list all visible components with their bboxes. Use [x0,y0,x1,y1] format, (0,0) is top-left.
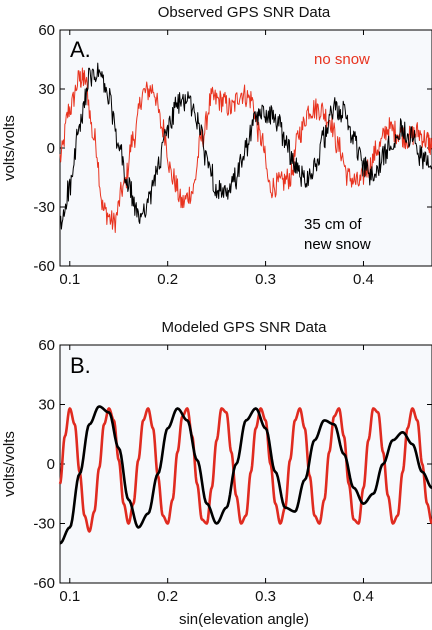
panel-b-title: Modeled GPS SNR Data [161,319,327,336]
panel-a-label: A. [70,37,91,62]
y-tick-label: -30 [33,516,55,533]
annotation-snow-line2: new snow [304,236,371,253]
x-tick-label: 0.1 [59,588,80,605]
series-line-red [58,407,432,533]
y-tick-label: 0 [47,456,55,473]
x-tick-label: 0.3 [255,271,276,288]
series-line-black [59,405,432,545]
panel-observed: Observed GPS SNR Data volts/volts 60 30 0 -… [1,4,432,288]
y-tick-label: 60 [38,22,55,39]
y-tick-label: 60 [38,337,55,354]
panel-b-yticks: 60 30 0 -30 -60 [33,337,432,592]
series-line-red [59,67,432,233]
y-tick-label: 0 [47,140,55,157]
x-tick-label: 0.2 [157,271,178,288]
y-tick-label: -30 [33,199,55,216]
y-tick-label: 30 [38,397,55,414]
annotation-snow-line1: 35 cm of [304,216,362,233]
panel-modeled: Modeled GPS SNR Data volts/volts 60 30 0 -3… [1,319,432,628]
panel-b-label: B. [70,353,91,378]
panel-b-ylabel: volts/volts [1,431,18,497]
panel-b-xticks: 0.1 0.2 0.3 0.4 [59,345,374,605]
panel-a-series [59,62,432,233]
panel-a-ylabel: volts/volts [1,115,18,181]
x-tick-label: 0.2 [157,588,178,605]
annotation-no-snow: no snow [314,51,370,68]
y-tick-label: 30 [38,81,55,98]
x-tick-label: 0.3 [255,588,276,605]
panel-b-series [58,405,432,545]
panel-a-yticks: 60 30 0 -30 -60 [33,22,432,275]
y-tick-label: -60 [33,258,55,275]
panel-a-title: Observed GPS SNR Data [158,4,331,21]
x-tick-label: 0.1 [59,271,80,288]
panel-b-xlabel: sin(elevation angle) [179,611,309,628]
x-tick-label: 0.4 [353,271,374,288]
series-line-black [59,62,432,230]
panel-b-plot-area [59,344,432,584]
panel-a-xticks: 0.1 0.2 0.3 0.4 [59,30,374,288]
y-tick-label: -60 [33,575,55,592]
x-tick-label: 0.4 [353,588,374,605]
